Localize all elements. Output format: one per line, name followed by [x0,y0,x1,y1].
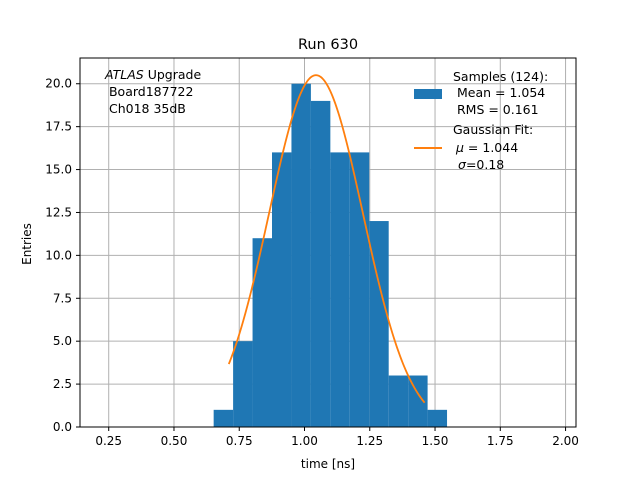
x-tick-label-3: 1.00 [291,434,318,448]
histogram-bar-2 [252,238,273,427]
axis-ticks: 0.25 0.50 0.75 1.00 1.25 1.50 1.75 2.00 0.0 2.5 5.… [45,77,579,448]
y-tick-label-2: 5.0 [53,334,72,348]
gaussian-fit-curve [227,74,426,404]
legend: Samples (124): Mean = 1.054 RMS = 0.161 … [414,69,548,172]
y-tick-label-3: 7.5 [53,291,72,305]
annotation-line-3: Ch018 35dB [105,101,186,116]
x-tick-label-0: 0.25 [95,434,122,448]
histogram-bar-7 [349,152,370,427]
histogram-bar-6 [330,152,350,427]
x-tick-label-4: 1.25 [356,434,383,448]
y-tick-label-5: 12.5 [45,205,72,219]
annotation-line-1: ATLAS Upgrade [104,67,201,82]
y-tick-label-1: 2.5 [53,377,72,391]
annotation-box: ATLAS Upgrade Board187722 Ch018 35dB [104,67,201,116]
legend-fit-sigma: σ=0.18 [458,157,504,172]
annotation-line-2: Board187722 [105,84,193,99]
legend-fit-mu: μ = 1.044 [455,140,518,155]
annotation-atlas: ATLAS [104,67,144,82]
histogram-bar-5 [310,100,331,427]
histogram-bar-10 [408,375,428,427]
histogram-bar-0 [213,409,234,427]
x-tick-label-5: 1.50 [422,434,449,448]
histogram-bar-11 [427,409,448,427]
x-tick-label-2: 0.75 [226,434,253,448]
histogram-bar-3 [272,152,292,427]
histogram-bar-4 [291,83,311,427]
histogram-bar-1 [233,341,253,427]
legend-samples-title: Samples (124): [453,69,548,84]
legend-fit-title: Gaussian Fit: [453,122,533,137]
y-tick-label-8: 20.0 [45,77,72,91]
y-tick-label-4: 10.0 [45,248,72,262]
legend-swatch-samples [414,89,442,99]
y-tick-label-7: 17.5 [45,120,72,134]
histogram-bar-8 [369,221,389,427]
chart-title: Run 630 [298,37,358,53]
legend-sigma-value: =0.18 [466,157,504,172]
y-axis-label: Entries [20,223,34,265]
histogram-bars [213,83,448,427]
gaussian-fit [227,74,426,404]
x-tick-label-1: 0.50 [161,434,188,448]
legend-sigma-symbol: σ [458,157,467,172]
annotation-upgrade: Upgrade [144,67,202,82]
histogram-bar-9 [388,375,409,427]
legend-samples-rms: RMS = 0.161 [453,102,539,117]
x-tick-label-7: 2.00 [552,434,579,448]
plot-frame [79,57,577,428]
x-tick-label-6: 1.75 [487,434,514,448]
y-tick-label-0: 0.0 [53,420,72,434]
x-axis-label: time [ns] [301,457,355,471]
y-tick-label-6: 15.0 [45,163,72,177]
legend-mu-value: = 1.044 [464,140,518,155]
legend-samples-mean: Mean = 1.054 [453,85,545,100]
legend-mu-symbol: μ [455,140,464,155]
